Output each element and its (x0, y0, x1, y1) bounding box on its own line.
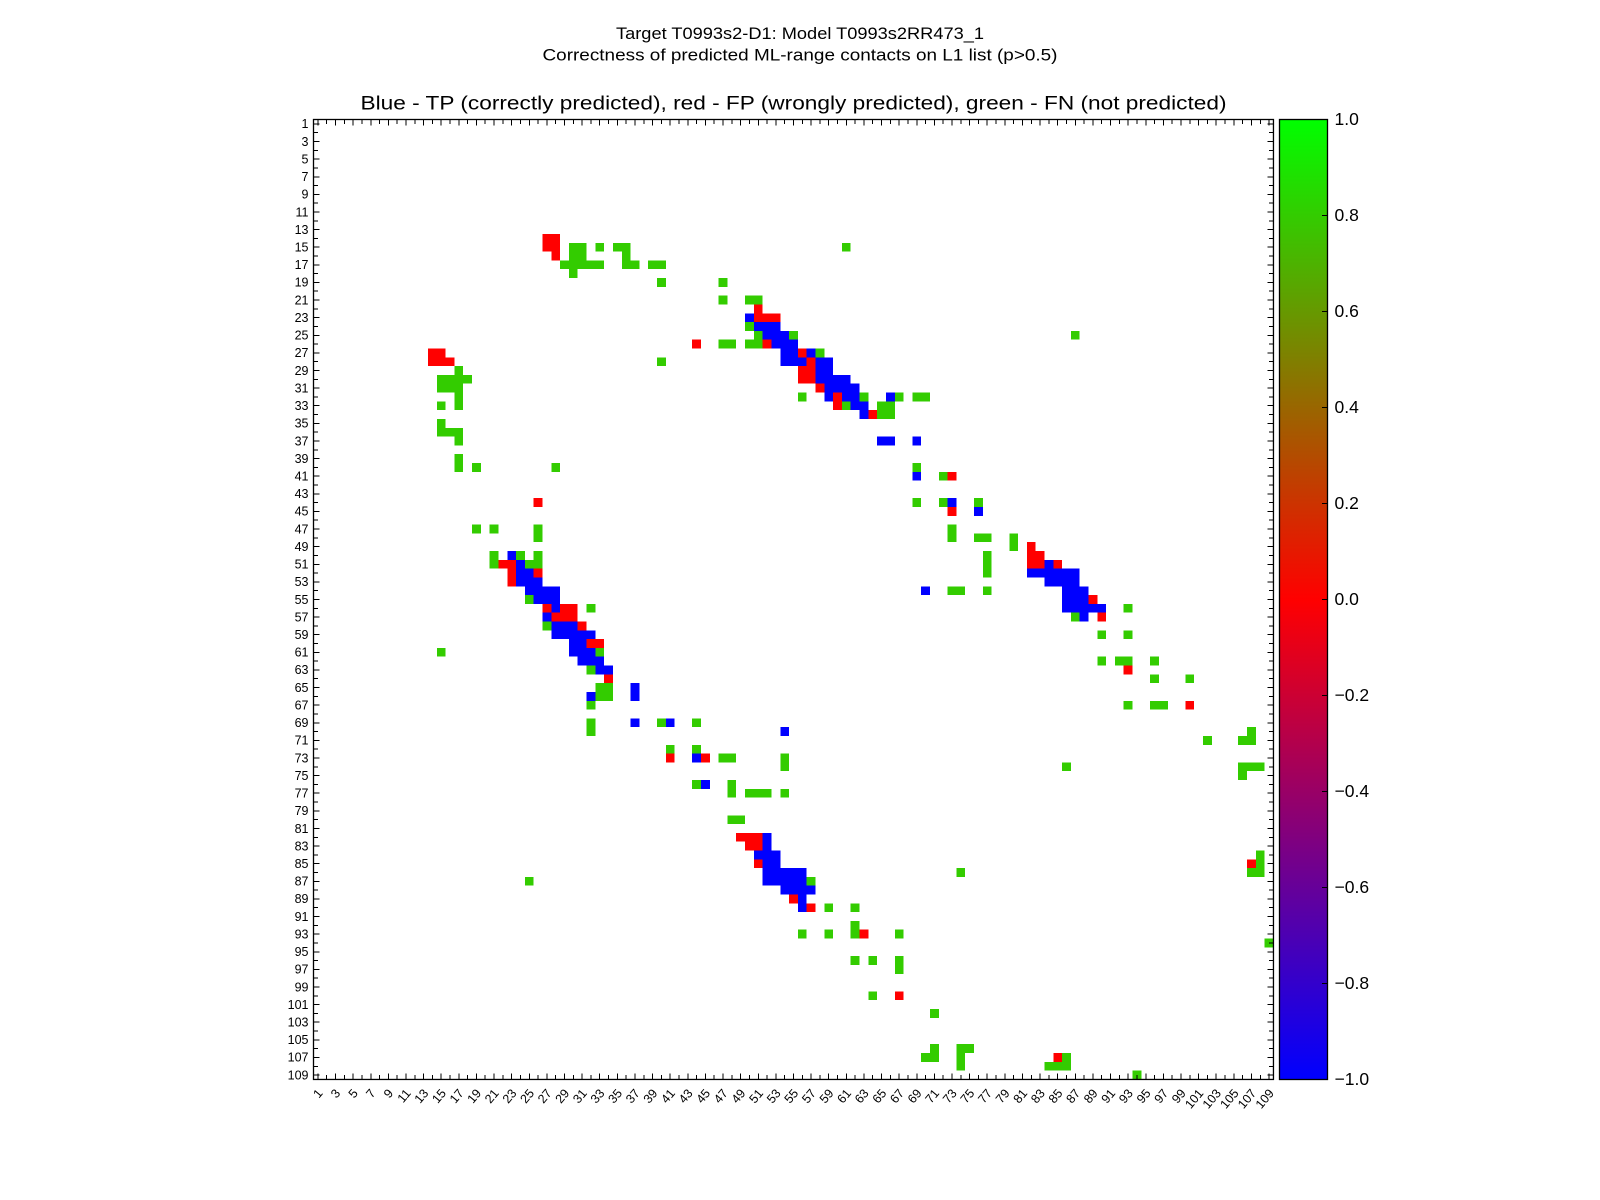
svg-text:35: 35 (295, 417, 309, 431)
svg-text:101: 101 (288, 998, 309, 1012)
svg-text:109: 109 (288, 1068, 309, 1082)
svg-text:47: 47 (295, 522, 309, 536)
svg-text:83: 83 (295, 839, 309, 853)
svg-text:55: 55 (295, 593, 309, 607)
svg-text:15: 15 (295, 241, 309, 255)
svg-text:33: 33 (295, 399, 309, 413)
svg-text:67: 67 (295, 699, 309, 713)
svg-text:41: 41 (295, 470, 309, 484)
svg-text:19: 19 (295, 276, 309, 290)
svg-text:75: 75 (295, 769, 309, 783)
svg-text:Target T0993s2-D1: Model T0993: Target T0993s2-D1: Model T0993s2RR473_1 (616, 24, 984, 43)
svg-text:0.2: 0.2 (1335, 493, 1359, 513)
svg-text:43: 43 (295, 487, 309, 501)
svg-text:0.4: 0.4 (1335, 397, 1360, 417)
svg-text:0.8: 0.8 (1335, 205, 1359, 225)
svg-text:51: 51 (295, 558, 309, 572)
svg-text:37: 37 (295, 434, 309, 448)
svg-text:Blue - TP (correctly predicted: Blue - TP (correctly predicted), red - F… (361, 93, 1227, 115)
svg-text:9: 9 (302, 188, 309, 202)
svg-text:59: 59 (295, 628, 309, 642)
svg-text:25: 25 (295, 329, 309, 343)
svg-text:−0.8: −0.8 (1335, 973, 1370, 993)
svg-text:21: 21 (295, 293, 309, 307)
svg-text:3: 3 (302, 135, 309, 149)
svg-text:11: 11 (296, 205, 309, 219)
svg-text:1: 1 (302, 117, 309, 131)
svg-text:1.0: 1.0 (1335, 109, 1360, 129)
svg-text:−0.2: −0.2 (1335, 685, 1370, 705)
svg-text:49: 49 (295, 540, 309, 554)
svg-text:0.6: 0.6 (1335, 301, 1359, 321)
svg-text:17: 17 (295, 258, 309, 272)
svg-text:−0.6: −0.6 (1335, 877, 1370, 897)
svg-text:−0.4: −0.4 (1335, 781, 1370, 801)
svg-text:13: 13 (295, 223, 309, 237)
svg-text:107: 107 (288, 1051, 309, 1065)
svg-text:53: 53 (295, 575, 309, 589)
svg-text:31: 31 (295, 381, 309, 395)
svg-text:61: 61 (295, 646, 309, 660)
svg-text:−1.0: −1.0 (1335, 1069, 1370, 1089)
svg-text:7: 7 (302, 170, 309, 184)
svg-text:79: 79 (295, 804, 309, 818)
svg-text:45: 45 (295, 505, 309, 519)
svg-text:69: 69 (295, 716, 309, 730)
svg-text:65: 65 (295, 681, 309, 695)
svg-text:91: 91 (295, 910, 309, 924)
svg-text:77: 77 (295, 787, 309, 801)
svg-text:0.0: 0.0 (1335, 589, 1360, 609)
svg-text:23: 23 (295, 311, 309, 325)
svg-text:57: 57 (295, 610, 309, 624)
svg-text:39: 39 (295, 452, 309, 466)
svg-text:103: 103 (288, 1016, 309, 1030)
svg-text:29: 29 (295, 364, 309, 378)
svg-text:27: 27 (295, 346, 309, 360)
svg-text:81: 81 (295, 822, 309, 836)
svg-text:105: 105 (288, 1033, 309, 1047)
svg-text:71: 71 (295, 734, 309, 748)
svg-text:63: 63 (295, 663, 309, 677)
svg-text:97: 97 (295, 963, 309, 977)
svg-text:85: 85 (295, 857, 309, 871)
svg-text:95: 95 (295, 945, 309, 959)
svg-text:87: 87 (295, 875, 309, 889)
svg-text:Correctness of predicted ML-ra: Correctness of predicted ML-range contac… (543, 46, 1058, 65)
svg-text:5: 5 (302, 152, 309, 166)
svg-text:93: 93 (295, 927, 309, 941)
svg-text:73: 73 (295, 751, 309, 765)
svg-text:89: 89 (295, 892, 309, 906)
svg-text:99: 99 (295, 980, 309, 994)
